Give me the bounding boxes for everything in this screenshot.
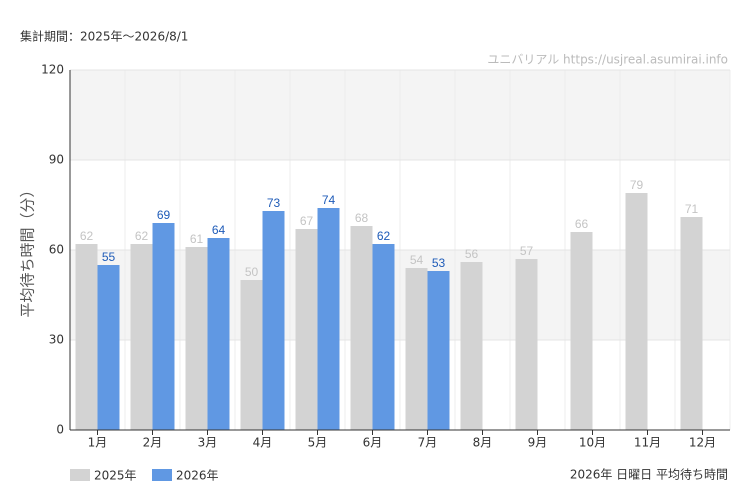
y-axis-label: 平均待ち時間（分） — [19, 182, 37, 317]
y-tick-label: 60 — [49, 243, 64, 257]
y-tick-label: 90 — [49, 153, 64, 167]
x-tick-label: 7月 — [418, 436, 438, 450]
y-tick-label: 120 — [41, 63, 64, 77]
bar — [317, 208, 340, 430]
value-label: 62 — [80, 229, 94, 243]
bar — [405, 268, 428, 430]
bar — [570, 232, 593, 430]
x-tick-label: 12月 — [689, 436, 716, 450]
legend-swatch — [152, 469, 172, 481]
value-label: 53 — [432, 256, 446, 270]
bar — [185, 247, 208, 430]
value-label: 71 — [685, 202, 699, 216]
value-label: 64 — [212, 223, 226, 237]
x-tick-label: 8月 — [473, 436, 493, 450]
value-label: 68 — [355, 211, 369, 225]
value-label: 61 — [190, 232, 204, 246]
y-tick-label: 0 — [56, 423, 64, 437]
y-tick-label: 30 — [49, 333, 64, 347]
bar — [240, 280, 263, 430]
footer: 2026年 日曜日 平均待ち時間 — [570, 468, 728, 482]
value-label: 57 — [520, 244, 534, 258]
x-tick-label: 6月 — [363, 436, 383, 450]
value-label: 67 — [300, 214, 314, 228]
bar — [427, 271, 450, 430]
value-label: 62 — [377, 229, 391, 243]
legend-swatch — [70, 469, 90, 481]
x-tick-label: 11月 — [634, 436, 661, 450]
watermark: ユニバリアル https://usjreal.asumirai.info — [487, 53, 728, 67]
value-label: 56 — [465, 247, 479, 261]
x-tick-label: 5月 — [308, 436, 328, 450]
x-tick-label: 9月 — [528, 436, 548, 450]
bar — [680, 217, 703, 430]
x-tick-label: 10月 — [579, 436, 606, 450]
value-label: 73 — [267, 196, 281, 210]
x-tick-label: 1月 — [88, 436, 108, 450]
x-tick-label: 4月 — [253, 436, 273, 450]
x-tick-label: 2月 — [143, 436, 163, 450]
bar — [207, 238, 230, 430]
value-label: 54 — [410, 253, 424, 267]
header: 集計期間：2025年～2026/8/1 — [20, 29, 188, 44]
bar — [152, 223, 175, 430]
bar — [75, 244, 98, 430]
bar — [625, 193, 648, 430]
bar — [97, 265, 120, 430]
value-label: 55 — [102, 250, 116, 264]
value-label: 50 — [245, 265, 259, 279]
value-label: 79 — [630, 178, 644, 192]
value-label: 74 — [322, 193, 336, 207]
value-label: 66 — [575, 217, 589, 231]
bar — [350, 226, 373, 430]
bar — [460, 262, 483, 430]
bar — [372, 244, 395, 430]
legend-label: 2026年 — [176, 469, 219, 483]
legend-label: 2025年 — [94, 469, 137, 483]
value-label: 69 — [157, 208, 171, 222]
bar — [262, 211, 285, 430]
bar — [130, 244, 153, 430]
bar — [295, 229, 318, 430]
x-tick-label: 3月 — [198, 436, 218, 450]
value-label: 62 — [135, 229, 149, 243]
bar — [515, 259, 538, 430]
